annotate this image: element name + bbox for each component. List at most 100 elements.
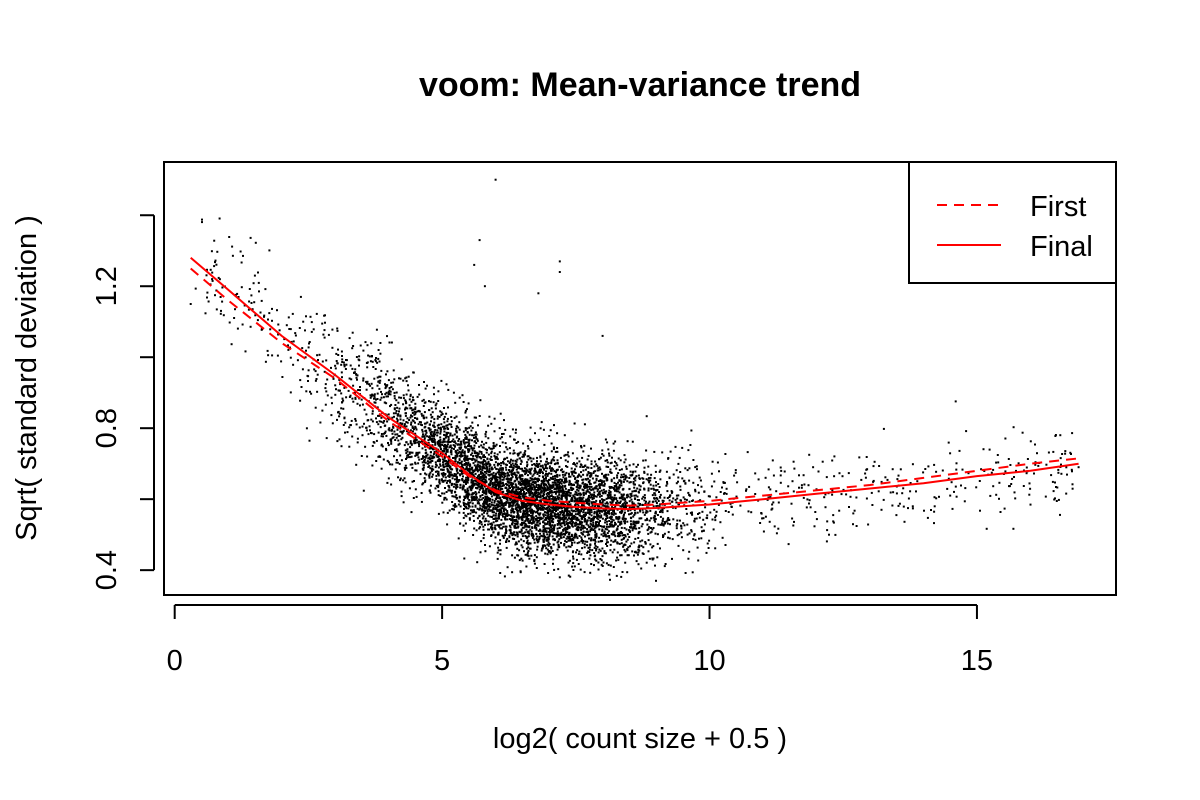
scatter-point xyxy=(554,471,557,474)
scatter-point xyxy=(472,515,475,517)
scatter-point xyxy=(493,452,496,455)
scatter-point xyxy=(472,497,475,500)
scatter-point xyxy=(525,528,528,531)
scatter-point xyxy=(648,500,651,503)
scatter-point xyxy=(568,475,571,478)
scatter-point xyxy=(527,554,530,557)
scatter-point xyxy=(990,471,993,474)
scatter-point xyxy=(538,522,541,525)
scatter-point xyxy=(457,480,460,483)
scatter-point xyxy=(703,523,706,526)
scatter-point xyxy=(521,489,524,491)
scatter-point xyxy=(421,399,424,402)
scatter-point xyxy=(721,536,724,539)
scatter-point xyxy=(601,501,604,504)
scatter-point xyxy=(366,455,369,458)
scatter-point xyxy=(519,467,522,470)
scatter-point xyxy=(385,447,387,450)
scatter-point xyxy=(702,518,705,521)
scatter-point xyxy=(368,425,371,428)
scatter-point xyxy=(542,526,545,529)
scatter-point xyxy=(475,492,478,495)
scatter-point xyxy=(449,444,452,447)
scatter-point xyxy=(498,451,501,454)
scatter-point xyxy=(512,500,515,503)
scatter-point xyxy=(519,571,522,574)
scatter-point xyxy=(318,353,321,356)
scatter-point xyxy=(439,458,441,461)
scatter-point xyxy=(326,394,329,397)
scatter-point xyxy=(620,526,623,529)
scatter-point xyxy=(473,433,476,436)
scatter-point xyxy=(377,380,380,383)
scatter-point xyxy=(386,370,389,373)
scatter-point xyxy=(493,501,496,504)
scatter-point xyxy=(406,450,409,453)
scatter-point xyxy=(654,494,657,497)
scatter-point xyxy=(592,518,595,521)
scatter-point xyxy=(472,471,475,474)
scatter-point xyxy=(463,459,466,462)
scatter-point xyxy=(675,527,678,530)
scatter-point xyxy=(340,407,343,410)
scatter-point xyxy=(350,378,353,381)
scatter-point xyxy=(500,468,503,471)
scatter-point xyxy=(567,537,570,540)
scatter-point xyxy=(882,427,885,430)
scatter-point xyxy=(418,410,421,413)
scatter-point xyxy=(646,473,649,476)
scatter-point xyxy=(499,489,502,492)
scatter-point xyxy=(335,360,338,362)
scatter-point xyxy=(528,514,530,516)
scatter-point xyxy=(592,497,595,500)
scatter-point xyxy=(508,465,511,468)
scatter-point xyxy=(777,501,780,504)
scatter-point xyxy=(439,446,442,449)
scatter-point xyxy=(561,518,564,521)
scatter-point xyxy=(598,505,601,508)
scatter-point xyxy=(676,497,679,500)
scatter-point xyxy=(724,453,727,455)
scatter-point xyxy=(469,501,472,504)
scatter-point xyxy=(525,503,528,506)
scatter-point xyxy=(454,460,457,463)
scatter-point xyxy=(382,458,385,461)
scatter-point xyxy=(518,559,521,562)
scatter-point xyxy=(507,473,510,476)
scatter-point xyxy=(479,482,482,485)
scatter-point xyxy=(554,483,557,486)
scatter-point xyxy=(612,519,615,522)
scatter-point xyxy=(301,368,304,371)
scatter-point xyxy=(471,434,474,437)
scatter-point xyxy=(610,539,613,542)
scatter-point xyxy=(687,557,690,560)
scatter-point xyxy=(650,473,653,476)
scatter-point xyxy=(536,472,539,475)
scatter-point xyxy=(506,477,509,480)
scatter-point xyxy=(476,475,479,478)
scatter-point xyxy=(1055,486,1057,488)
scatter-point xyxy=(446,417,449,420)
scatter-point xyxy=(606,528,609,531)
scatter-point xyxy=(630,495,633,497)
scatter-point xyxy=(808,502,810,505)
scatter-point xyxy=(556,495,559,498)
scatter-point xyxy=(652,527,655,529)
scatter-point xyxy=(563,522,566,525)
scatter-point xyxy=(471,466,473,469)
scatter-point xyxy=(486,462,489,465)
scatter-point xyxy=(615,462,618,465)
scatter-point xyxy=(674,445,677,448)
scatter-point xyxy=(538,538,540,541)
scatter-point xyxy=(414,441,417,444)
scatter-point xyxy=(549,429,552,432)
scatter-point xyxy=(420,412,423,415)
scatter-point xyxy=(1057,498,1060,501)
scatter-point xyxy=(933,510,936,513)
scatter-point xyxy=(613,488,616,491)
scatter-point xyxy=(808,499,811,502)
scatter-point xyxy=(444,459,447,462)
scatter-point xyxy=(268,249,271,252)
scatter-point xyxy=(361,434,364,437)
scatter-point xyxy=(395,391,398,394)
